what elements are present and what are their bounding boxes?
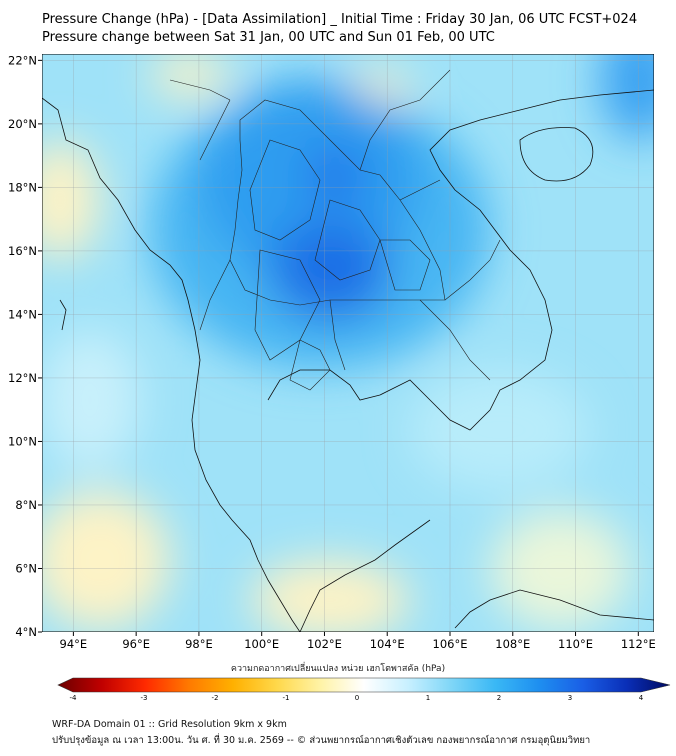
lon-tick-label: 104°E (370, 637, 405, 651)
lat-tick-label: 6°N (15, 561, 37, 575)
lon-tick-label: 94°E (60, 637, 88, 651)
field-deep-core (270, 220, 390, 320)
longitude-ticks: 94°E 96°E 98°E 100°E 102°E 104°E 106°E 108°E 110… (60, 632, 656, 651)
lon-tick-label: 102°E (307, 637, 342, 651)
lat-tick-label: 8°N (15, 498, 37, 512)
province-borders (169, 69, 501, 391)
lat-tick-label: 16°N (8, 244, 37, 258)
colorbar-bar (57, 677, 671, 693)
colorbar-label: ความกดอากาศเปลี่ยนแปลง หน่วย เฮกโตพาสคัล… (230, 664, 446, 674)
field-light-west (42, 330, 140, 470)
lat-tick-label: 10°N (8, 434, 37, 448)
lon-tick-label: 106°E (433, 637, 468, 651)
colorbar: -4 -3 -2 -1 0 1 2 3 4 (57, 677, 671, 702)
colorbar-tick-label: 2 (497, 694, 501, 702)
lat-tick-label: 4°N (15, 625, 37, 639)
field-positive-west (42, 490, 170, 630)
lon-tick-label: 96°E (122, 637, 150, 651)
colorbar-tick-label: -1 (283, 694, 290, 702)
field-light-east (410, 370, 590, 490)
chart-subtitle: Pressure change between Sat 31 Jan, 00 U… (42, 30, 495, 45)
lon-tick-label: 108°E (495, 637, 530, 651)
field-positive-south (250, 560, 410, 632)
lon-tick-label: 110°E (558, 637, 593, 651)
colorbar-tick-label: 4 (639, 694, 644, 702)
chart-title: Pressure Change (hPa) - [Data Assimilati… (42, 12, 638, 27)
colorbar-tick-label: -4 (70, 694, 78, 702)
field-blue-northeast (600, 54, 654, 140)
field-positive-southeast (490, 510, 630, 630)
footer-line-2: ปรับปรุงข้อมูล ณ เวลา 13:00น. วัน ศ. ที่… (52, 735, 591, 746)
coastlines (42, 89, 654, 632)
hainan-island (519, 127, 594, 182)
colorbar-tick-label: -3 (141, 694, 148, 702)
lat-tick-label: 20°N (8, 117, 37, 131)
lon-tick-label: 98°E (185, 637, 213, 651)
map-field (42, 54, 654, 632)
lat-tick-label: 22°N (8, 53, 37, 67)
colorbar-tick-label: 0 (355, 694, 359, 702)
colorbar-tick-label: 1 (426, 694, 430, 702)
field-positive-north (150, 54, 230, 97)
latitude-ticks: 22°N 20°N 18°N 16°N 14°N 12°N 10°N 8°N 6°N 4°N (8, 53, 42, 639)
field-deep-core-north (305, 145, 365, 205)
lat-tick-label: 12°N (8, 371, 37, 385)
colorbar-tick-label: 3 (568, 694, 572, 702)
field-positive-northwest (42, 140, 100, 260)
map-gridlines (42, 54, 654, 632)
colorbar-ticks: -4 -3 -2 -1 0 1 2 3 4 (70, 694, 644, 702)
lat-tick-label: 18°N (8, 180, 37, 194)
colorbar-tick-label: -2 (212, 694, 219, 702)
footer-line-1: WRF-DA Domain 01 :: Grid Resolution 9km … (52, 719, 287, 730)
lon-tick-label: 100°E (244, 637, 279, 651)
lon-tick-label: 112°E (621, 637, 656, 651)
lat-tick-label: 14°N (8, 307, 37, 321)
